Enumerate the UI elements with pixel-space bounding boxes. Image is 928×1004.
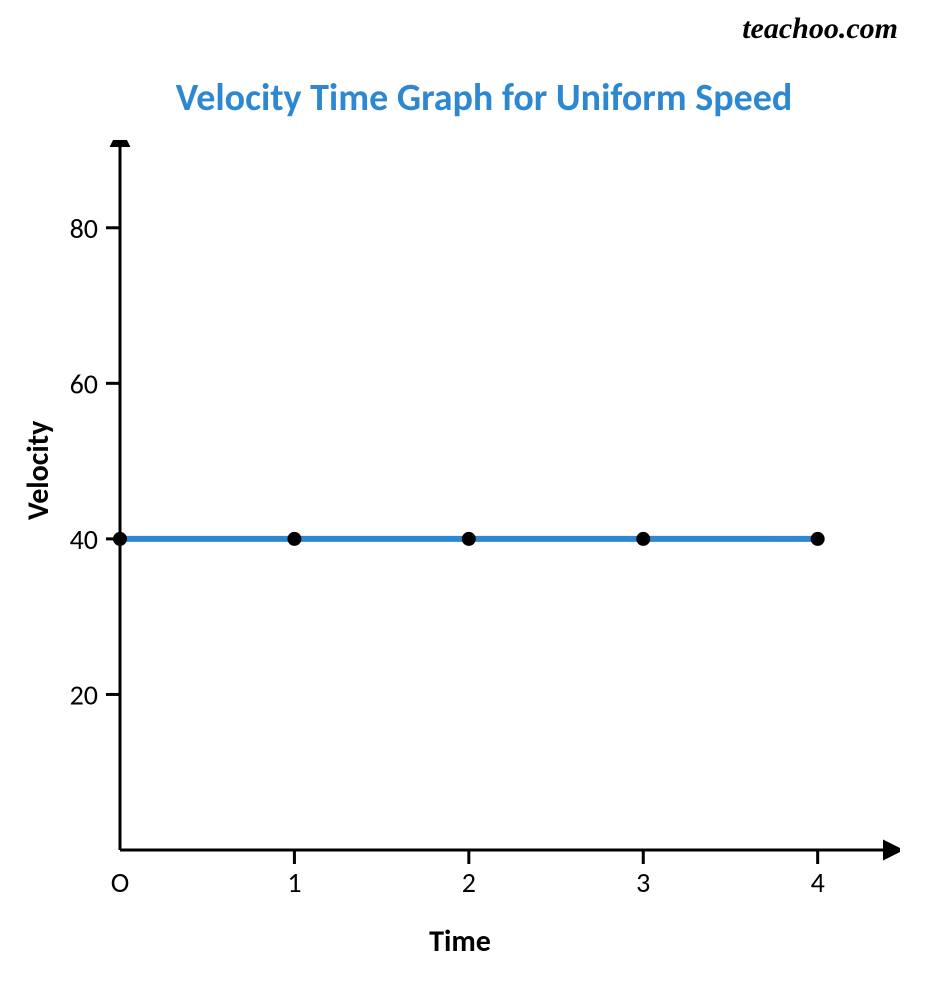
data-marker <box>811 532 825 546</box>
data-marker <box>462 532 476 546</box>
data-marker <box>113 532 127 546</box>
chart-title: Velocity Time Graph for Uniform Speed <box>0 75 928 121</box>
x-tick-label: 2 <box>462 865 476 900</box>
y-axis-label: Velocity <box>20 421 57 520</box>
x-tick-label: O <box>111 865 130 900</box>
x-tick-label: 4 <box>811 865 825 900</box>
x-axis-label: Time <box>20 923 900 960</box>
chart-svg: 20 40 60 80 O 1 2 3 4 <box>20 140 900 930</box>
data-marker <box>636 532 650 546</box>
data-marker <box>287 532 301 546</box>
x-tick-label: 3 <box>636 865 650 900</box>
y-tick-label: 40 <box>70 522 98 557</box>
y-tick-label: 60 <box>70 366 98 401</box>
chart-area: Velocity 20 40 60 80 O 1 2 3 4 Time <box>20 140 900 960</box>
x-tick-label: 1 <box>287 865 301 900</box>
y-tick-label: 20 <box>70 677 98 712</box>
y-tick-label: 80 <box>70 211 98 246</box>
watermark: teachoo.com <box>742 12 898 46</box>
